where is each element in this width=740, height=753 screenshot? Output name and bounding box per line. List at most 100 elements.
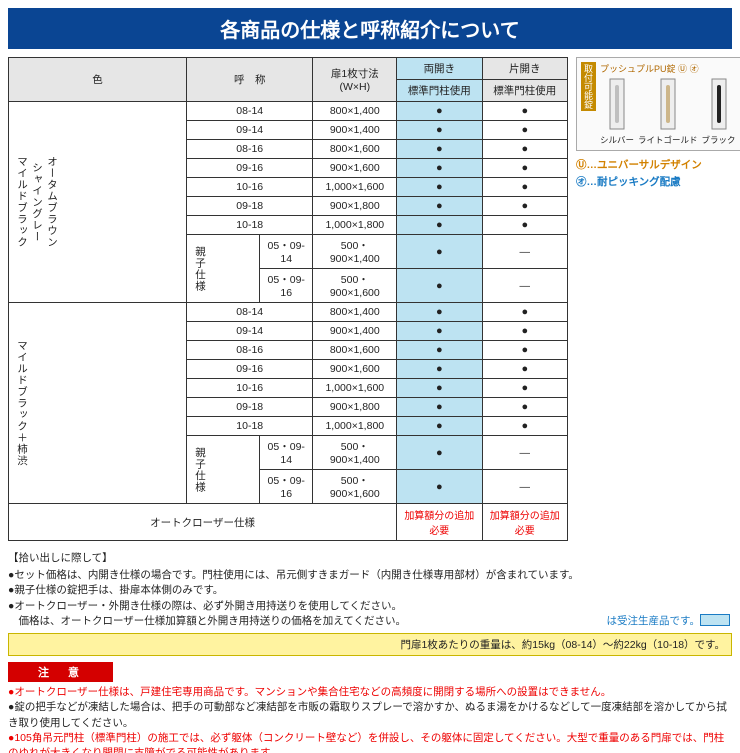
cell-d bbox=[397, 436, 482, 470]
legend: Ⓤ…ユニバーサルデザイン ㋔…耐ピッキング配慮 bbox=[576, 157, 740, 191]
cell-d bbox=[397, 102, 482, 121]
cell-s bbox=[482, 360, 567, 379]
cell-name: 10-16 bbox=[187, 178, 313, 197]
cell-size: 900×1,800 bbox=[313, 197, 397, 216]
cell-name: 09-16 bbox=[187, 360, 313, 379]
spec-table-wrap: 色 呼 称 扉1枚寸法 (W×H) 両開き 片開き 標準門柱使用 標準門柱使用 … bbox=[8, 57, 568, 541]
pk-icon: ㋔ bbox=[690, 64, 699, 74]
cell-d bbox=[397, 140, 482, 159]
th-name: 呼 称 bbox=[187, 58, 313, 102]
cell-name: 09-18 bbox=[187, 197, 313, 216]
th-single: 片開き bbox=[482, 58, 567, 80]
cell-size: 500・900×1,600 bbox=[313, 470, 397, 504]
th-double: 両開き bbox=[397, 58, 482, 80]
handle-side-label: 取付可能錠 bbox=[581, 62, 596, 111]
weight-footer: 門扉1枚あたりの重量は、約15kg（08-14）〜約22kg（10-18）です。 bbox=[8, 633, 732, 656]
warn-head: 注 意 bbox=[8, 662, 113, 682]
cell-d bbox=[397, 398, 482, 417]
handle-title: プッシュプルPU錠 Ⓤ ㋔ bbox=[600, 62, 740, 75]
cell-d bbox=[397, 197, 482, 216]
oyako-label: 親子仕様 bbox=[187, 436, 260, 504]
oyako-label: 親子仕様 bbox=[187, 235, 260, 303]
cell-d bbox=[397, 121, 482, 140]
cell-d bbox=[397, 379, 482, 398]
cell-s bbox=[482, 417, 567, 436]
cell-d bbox=[397, 341, 482, 360]
cell-s bbox=[482, 121, 567, 140]
cell-size: 800×1,600 bbox=[313, 341, 397, 360]
cell-name: 05・09-16 bbox=[260, 269, 313, 303]
cell-s bbox=[482, 235, 567, 269]
cell-name: 10-18 bbox=[187, 417, 313, 436]
cell-s bbox=[482, 379, 567, 398]
cell-name: 08-16 bbox=[187, 140, 313, 159]
cell-name: 10-18 bbox=[187, 216, 313, 235]
warn-line: ●オートクローザー仕様は、戸建住宅専用商品です。マンションや集合住宅などの高頻度… bbox=[8, 685, 732, 700]
cell-size: 800×1,600 bbox=[313, 140, 397, 159]
cell-name: 08-16 bbox=[187, 341, 313, 360]
cell-s bbox=[482, 197, 567, 216]
cell-size: 500・900×1,400 bbox=[313, 235, 397, 269]
cell-size: 1,000×1,800 bbox=[313, 417, 397, 436]
cell-name: 05・09-14 bbox=[260, 235, 313, 269]
cell-d bbox=[397, 159, 482, 178]
cell-d bbox=[397, 303, 482, 322]
cell-name: 09-14 bbox=[187, 322, 313, 341]
cell-size: 900×1,800 bbox=[313, 398, 397, 417]
cell-s bbox=[482, 159, 567, 178]
cell-s bbox=[482, 470, 567, 504]
handle-item: ブラック bbox=[702, 77, 736, 146]
note-line: ●セット価格は、内開き仕様の場合です。門柱使用には、吊元側すきまガード（内開き仕… bbox=[8, 568, 732, 583]
cell-size: 500・900×1,400 bbox=[313, 436, 397, 470]
cell-name: 05・09-14 bbox=[260, 436, 313, 470]
note-line: 価格は、オートクローザー仕様加算額と外開き用持送りの価格を加えてください。 は受… bbox=[8, 614, 732, 629]
handle-name: ライトゴールド bbox=[638, 134, 698, 146]
cell-name: 08-14 bbox=[187, 102, 313, 121]
note-line: ●親子仕様の錠把手は、掛扉本体側のみです。 bbox=[8, 583, 732, 598]
addreq-d: 加算額分の追加必要 bbox=[397, 504, 482, 541]
cell-s bbox=[482, 269, 567, 303]
cell-s bbox=[482, 398, 567, 417]
spec-table: 色 呼 称 扉1枚寸法 (W×H) 両開き 片開き 標準門柱使用 標準門柱使用 … bbox=[8, 57, 568, 541]
cell-s bbox=[482, 178, 567, 197]
ud-icon: Ⓤ bbox=[678, 64, 687, 74]
cell-d bbox=[397, 235, 482, 269]
cell-name: 05・09-16 bbox=[260, 470, 313, 504]
cell-name: 09-16 bbox=[187, 159, 313, 178]
cell-name: 08-14 bbox=[187, 303, 313, 322]
cell-s bbox=[482, 102, 567, 121]
handle-name: シルバー bbox=[600, 134, 634, 146]
handle-item: ライトゴールド bbox=[638, 77, 698, 146]
cell-s bbox=[482, 322, 567, 341]
cell-size: 900×1,400 bbox=[313, 322, 397, 341]
cell-d bbox=[397, 216, 482, 235]
cell-name: 09-18 bbox=[187, 398, 313, 417]
swatch-icon bbox=[700, 614, 730, 626]
th-color: 色 bbox=[9, 58, 187, 102]
cell-s bbox=[482, 140, 567, 159]
cell-d bbox=[397, 360, 482, 379]
warning-block: 注 意 ●オートクローザー仕様は、戸建住宅専用商品です。マンションや集合住宅など… bbox=[8, 662, 732, 753]
cell-name: 10-16 bbox=[187, 379, 313, 398]
cell-size: 900×1,400 bbox=[313, 121, 397, 140]
notes: 【拾い出しに際して】 ●セット価格は、内開き仕様の場合です。門柱使用には、吊元側… bbox=[8, 551, 732, 629]
cell-d bbox=[397, 269, 482, 303]
cell-s bbox=[482, 303, 567, 322]
cell-size: 900×1,600 bbox=[313, 159, 397, 178]
handle-icon bbox=[653, 77, 683, 132]
cell-name: 09-14 bbox=[187, 121, 313, 140]
th-std-d: 標準門柱使用 bbox=[397, 80, 482, 102]
cell-d bbox=[397, 417, 482, 436]
handle-name: ブラック bbox=[702, 134, 736, 146]
cell-size: 900×1,600 bbox=[313, 360, 397, 379]
th-size: 扉1枚寸法 (W×H) bbox=[313, 58, 397, 102]
cell-d bbox=[397, 470, 482, 504]
warn-line: ●105角吊元門柱（標準門柱）の施工では、必ず躯体（コンクリート壁など）を併設し… bbox=[8, 731, 732, 753]
cell-s bbox=[482, 216, 567, 235]
note-line: ●オートクローザー・外開き仕様の際は、必ず外開き用持送りを使用してください。 bbox=[8, 599, 732, 614]
legend-pk: ㋔…耐ピッキング配慮 bbox=[576, 174, 740, 191]
addreq-s: 加算額分の追加必要 bbox=[482, 504, 567, 541]
side-panel: 取付可能錠 プッシュプルPU錠 Ⓤ ㋔ シルバー ライトゴールド bbox=[576, 57, 740, 541]
cell-s bbox=[482, 341, 567, 360]
swatch-text: は受注生産品です。 bbox=[607, 615, 700, 627]
